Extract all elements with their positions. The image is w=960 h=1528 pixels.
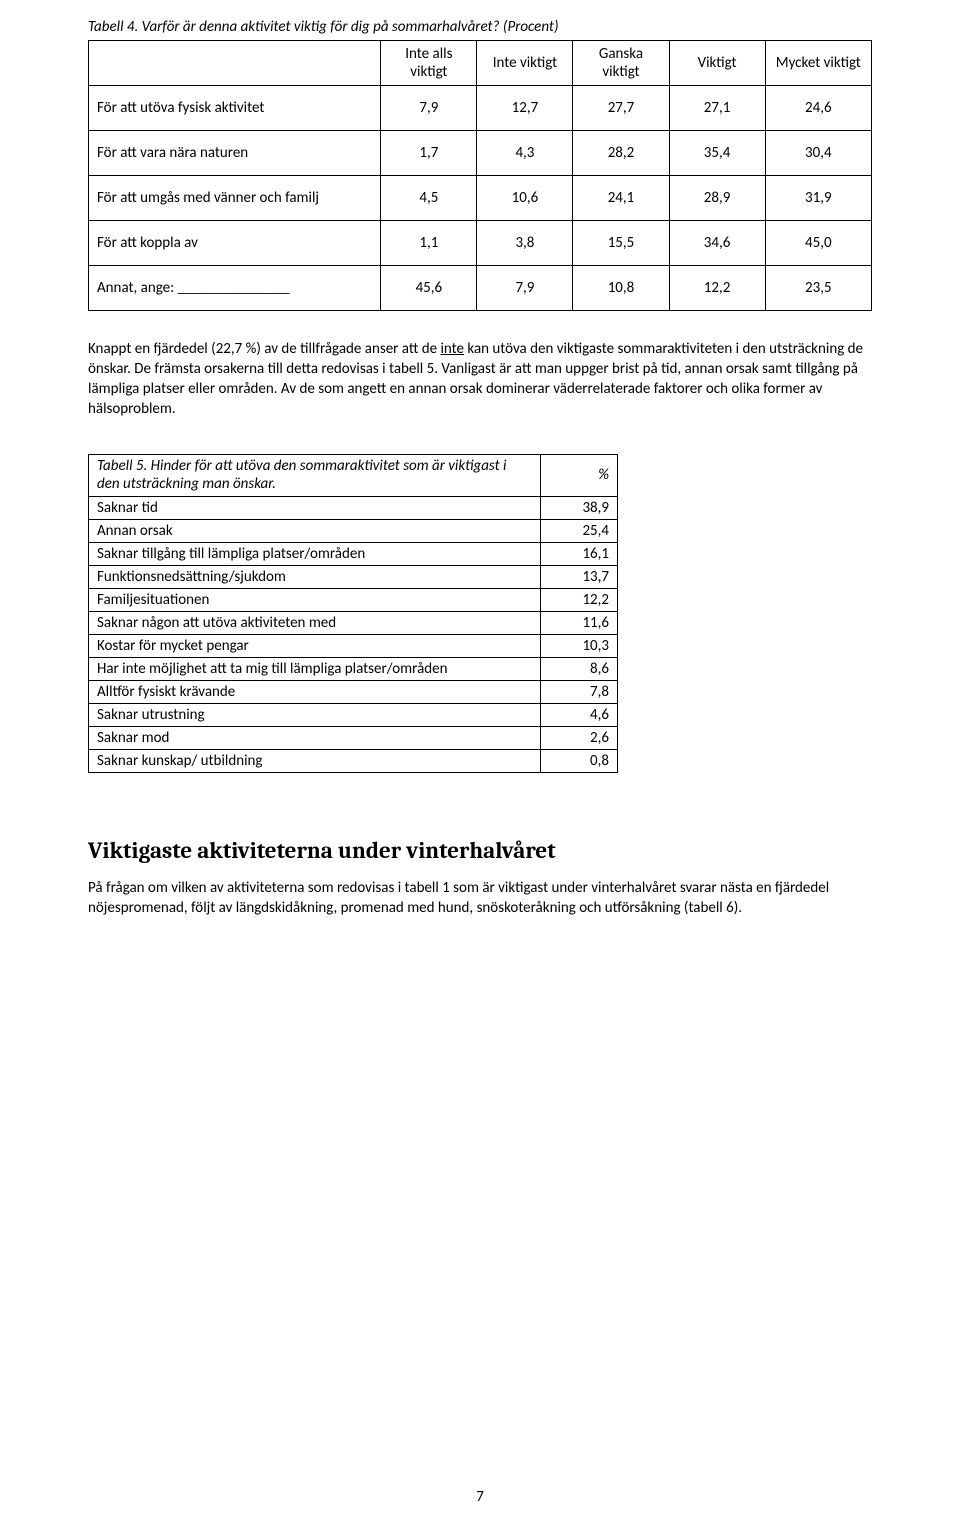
table4-cell: 24,6 (765, 85, 871, 130)
table4-cell: 12,2 (669, 265, 765, 310)
table4-cell: 28,9 (669, 175, 765, 220)
table4-cell: 23,5 (765, 265, 871, 310)
table5-row-value: 7,8 (541, 681, 618, 704)
table5-row-value: 10,3 (541, 635, 618, 658)
table5-caption: Tabell 5. Hinder för att utöva den somma… (89, 454, 541, 497)
table-row: Saknar kunskap/ utbildning0,8 (89, 750, 618, 773)
table5-wrap: Tabell 5. Hinder för att utöva den somma… (88, 454, 872, 774)
table4-cell: 45,6 (381, 265, 477, 310)
table-row: Funktionsnedsättning/sjukdom13,7 (89, 566, 618, 589)
table5-row-value: 0,8 (541, 750, 618, 773)
table4-cell: 1,7 (381, 130, 477, 175)
table5-row-label: Saknar tillgång till lämpliga platser/om… (89, 543, 541, 566)
table5-row-label: Saknar tid (89, 497, 541, 520)
table5-caption-row: Tabell 5. Hinder för att utöva den somma… (89, 454, 618, 497)
page-number: 7 (0, 1488, 960, 1506)
table5-row-label: Annan orsak (89, 520, 541, 543)
document-page: Tabell 4. Varför är denna aktivitet vikt… (0, 0, 960, 1528)
table4-row-label: För att koppla av (89, 220, 381, 265)
table4-col-2: Ganska viktigt (573, 40, 669, 85)
table-row: Alltför fysiskt krävande7,8 (89, 681, 618, 704)
table4-header-empty (89, 40, 381, 85)
table5-row-label: Saknar mod (89, 727, 541, 750)
table-row: Saknar utrustning4,6 (89, 704, 618, 727)
table5-row-value: 4,6 (541, 704, 618, 727)
table-row: För att koppla av1,13,815,534,645,0 (89, 220, 872, 265)
table4: Inte alls viktigt Inte viktigt Ganska vi… (88, 40, 872, 311)
table-row: För att vara nära naturen1,74,328,235,43… (89, 130, 872, 175)
table-row: Annan orsak25,4 (89, 520, 618, 543)
table5: Tabell 5. Hinder för att utöva den somma… (88, 454, 618, 774)
table4-col-3: Viktigt (669, 40, 765, 85)
para1-pre: Knappt en fjärdedel (22,7 %) av de tillf… (88, 340, 440, 358)
table5-row-value: 38,9 (541, 497, 618, 520)
table5-row-label: Saknar kunskap/ utbildning (89, 750, 541, 773)
table-row: För att utöva fysisk aktivitet7,912,727,… (89, 85, 872, 130)
table4-caption: Tabell 4. Varför är denna aktivitet vikt… (88, 18, 872, 38)
table5-row-value: 11,6 (541, 612, 618, 635)
table-row: För att umgås med vänner och familj4,510… (89, 175, 872, 220)
table4-cell: 28,2 (573, 130, 669, 175)
paragraph-1: Knappt en fjärdedel (22,7 %) av de tillf… (88, 339, 872, 420)
table5-row-value: 2,6 (541, 727, 618, 750)
table-row: Saknar mod2,6 (89, 727, 618, 750)
table5-row-value: 25,4 (541, 520, 618, 543)
table5-row-label: Alltför fysiskt krävande (89, 681, 541, 704)
section-heading: Viktigaste aktiviteterna under vinterhal… (88, 837, 872, 864)
table5-row-label: Familjesituationen (89, 589, 541, 612)
table5-header-val: % (541, 454, 618, 497)
table5-row-value: 16,1 (541, 543, 618, 566)
table5-row-label: Kostar för mycket pengar (89, 635, 541, 658)
table4-cell: 10,8 (573, 265, 669, 310)
table4-cell: 7,9 (477, 265, 573, 310)
table4-cell: 7,9 (381, 85, 477, 130)
table5-row-value: 12,2 (541, 589, 618, 612)
table4-cell: 30,4 (765, 130, 871, 175)
table4-cell: 45,0 (765, 220, 871, 265)
table5-row-value: 8,6 (541, 658, 618, 681)
table4-body: För att utöva fysisk aktivitet7,912,727,… (89, 85, 872, 310)
table4-cell: 10,6 (477, 175, 573, 220)
table4-row-label: För att vara nära naturen (89, 130, 381, 175)
table4-row-label: För att utöva fysisk aktivitet (89, 85, 381, 130)
table-row: Saknar någon att utöva aktiviteten med11… (89, 612, 618, 635)
table4-cell: 24,1 (573, 175, 669, 220)
table4-cell: 27,1 (669, 85, 765, 130)
table4-row-label: För att umgås med vänner och familj (89, 175, 381, 220)
table5-row-label: Saknar någon att utöva aktiviteten med (89, 612, 541, 635)
table4-cell: 4,3 (477, 130, 573, 175)
table-row: Kostar för mycket pengar10,3 (89, 635, 618, 658)
table4-cell: 31,9 (765, 175, 871, 220)
table-row: Familjesituationen12,2 (89, 589, 618, 612)
table-row: Har inte möjlighet att ta mig till lämpl… (89, 658, 618, 681)
table-row: Saknar tillgång till lämpliga platser/om… (89, 543, 618, 566)
table-row: Annat, ange: _______________45,67,910,81… (89, 265, 872, 310)
table4-cell: 3,8 (477, 220, 573, 265)
table4-cell: 1,1 (381, 220, 477, 265)
table4-cell: 12,7 (477, 85, 573, 130)
table4-cell: 35,4 (669, 130, 765, 175)
table4-row-label: Annat, ange: _______________ (89, 265, 381, 310)
table4-col-1: Inte viktigt (477, 40, 573, 85)
table5-row-label: Funktionsnedsättning/sjukdom (89, 566, 541, 589)
table4-cell: 4,5 (381, 175, 477, 220)
table4-header-row: Inte alls viktigt Inte viktigt Ganska vi… (89, 40, 872, 85)
table4-cell: 15,5 (573, 220, 669, 265)
table4-col-4: Mycket viktigt (765, 40, 871, 85)
paragraph-2: På frågan om vilken av aktiviteterna som… (88, 878, 872, 919)
table5-row-value: 13,7 (541, 566, 618, 589)
table4-cell: 34,6 (669, 220, 765, 265)
table4-cell: 27,7 (573, 85, 669, 130)
para1-underlined: inte (440, 340, 464, 358)
table-row: Saknar tid38,9 (89, 497, 618, 520)
table5-row-label: Har inte möjlighet att ta mig till lämpl… (89, 658, 541, 681)
table4-col-0: Inte alls viktigt (381, 40, 477, 85)
table5-row-label: Saknar utrustning (89, 704, 541, 727)
